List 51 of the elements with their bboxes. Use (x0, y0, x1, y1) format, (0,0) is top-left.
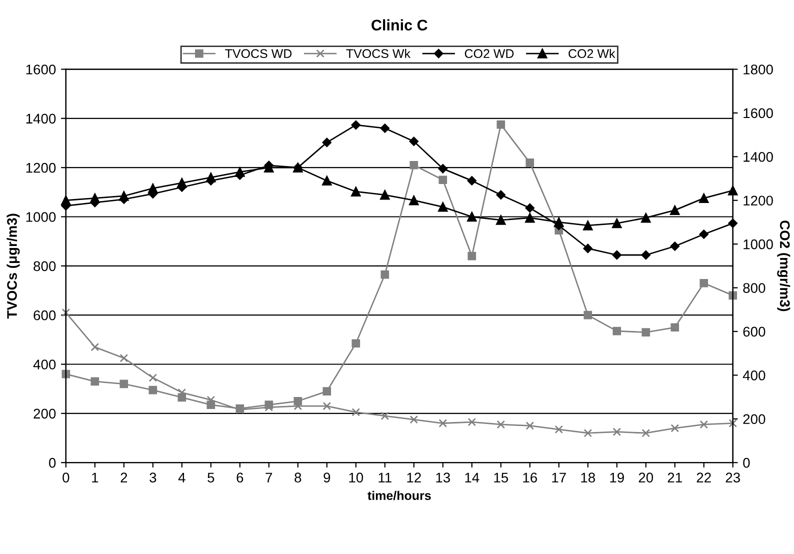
x-tick-label: 17 (552, 472, 566, 482)
x-tick-label: 0 (62, 472, 70, 483)
x-tick-label: 16 (523, 472, 537, 483)
x-tick-label: 22 (696, 472, 711, 482)
y2-tick-label: 800 (743, 283, 766, 293)
y-tick-label: 1600 (26, 64, 56, 74)
chart-title: Clinic C (372, 19, 428, 31)
x-tick-label: 13 (436, 472, 450, 483)
x-tick-label: 2 (120, 472, 128, 482)
y2-tick-label: 1200 (744, 196, 773, 206)
x-tick-label: 12 (407, 472, 421, 482)
legend-label: TVOCS WD (225, 49, 292, 58)
y2-tick-label: 1400 (744, 152, 773, 162)
y2-tick-label: 1600 (744, 108, 773, 118)
x-tick-label: 14 (465, 472, 480, 482)
x-axis-title: time/hours (368, 490, 431, 500)
y2-tick-label: 200 (743, 414, 766, 424)
legend-label: TVOCS Wk (346, 48, 411, 58)
legend-label: CO2 WD (464, 49, 514, 58)
y2-tick-label: 1000 (744, 239, 773, 250)
x-tick-label: 8 (294, 472, 302, 483)
y-tick-label: 800 (34, 261, 56, 272)
x-tick-label: 11 (378, 472, 392, 482)
legend-label: CO2 Wk (568, 48, 616, 58)
y-tick-label: 0 (49, 458, 56, 468)
x-tick-label: 5 (208, 472, 214, 483)
y-tick-label: 600 (34, 310, 56, 320)
y2-tick-label: 400 (742, 370, 766, 380)
x-tick-label: 10 (349, 472, 364, 483)
y2-axis-title: CO2 (mgr/m3) (777, 220, 790, 312)
x-tick-label: 21 (668, 472, 682, 482)
x-tick-label: 3 (150, 472, 156, 483)
y2-tick-label: 0 (743, 458, 750, 468)
x-tick-label: 18 (581, 472, 595, 483)
y-tick-label: 1200 (26, 162, 56, 173)
x-tick-label: 6 (236, 472, 244, 483)
x-tick-label: 4 (178, 472, 186, 482)
y-tick-label: 400 (33, 360, 56, 370)
y-tick-label: 200 (34, 408, 56, 419)
x-tick-label: 19 (610, 472, 624, 483)
x-tick-label: 20 (638, 472, 654, 483)
x-tick-label: 15 (494, 472, 508, 483)
y2-tick-label: 1800 (744, 64, 773, 74)
x-tick-label: 23 (726, 472, 740, 483)
y-axis-title: TVOCs (μgr/m3) (6, 214, 20, 319)
x-tick-label: 9 (324, 472, 330, 483)
y-tick-label: 1400 (26, 114, 56, 124)
y2-tick-label: 600 (743, 326, 766, 337)
x-tick-label: 1 (92, 472, 98, 482)
x-tick-label: 7 (266, 472, 272, 482)
y-tick-label: 1000 (26, 212, 56, 222)
